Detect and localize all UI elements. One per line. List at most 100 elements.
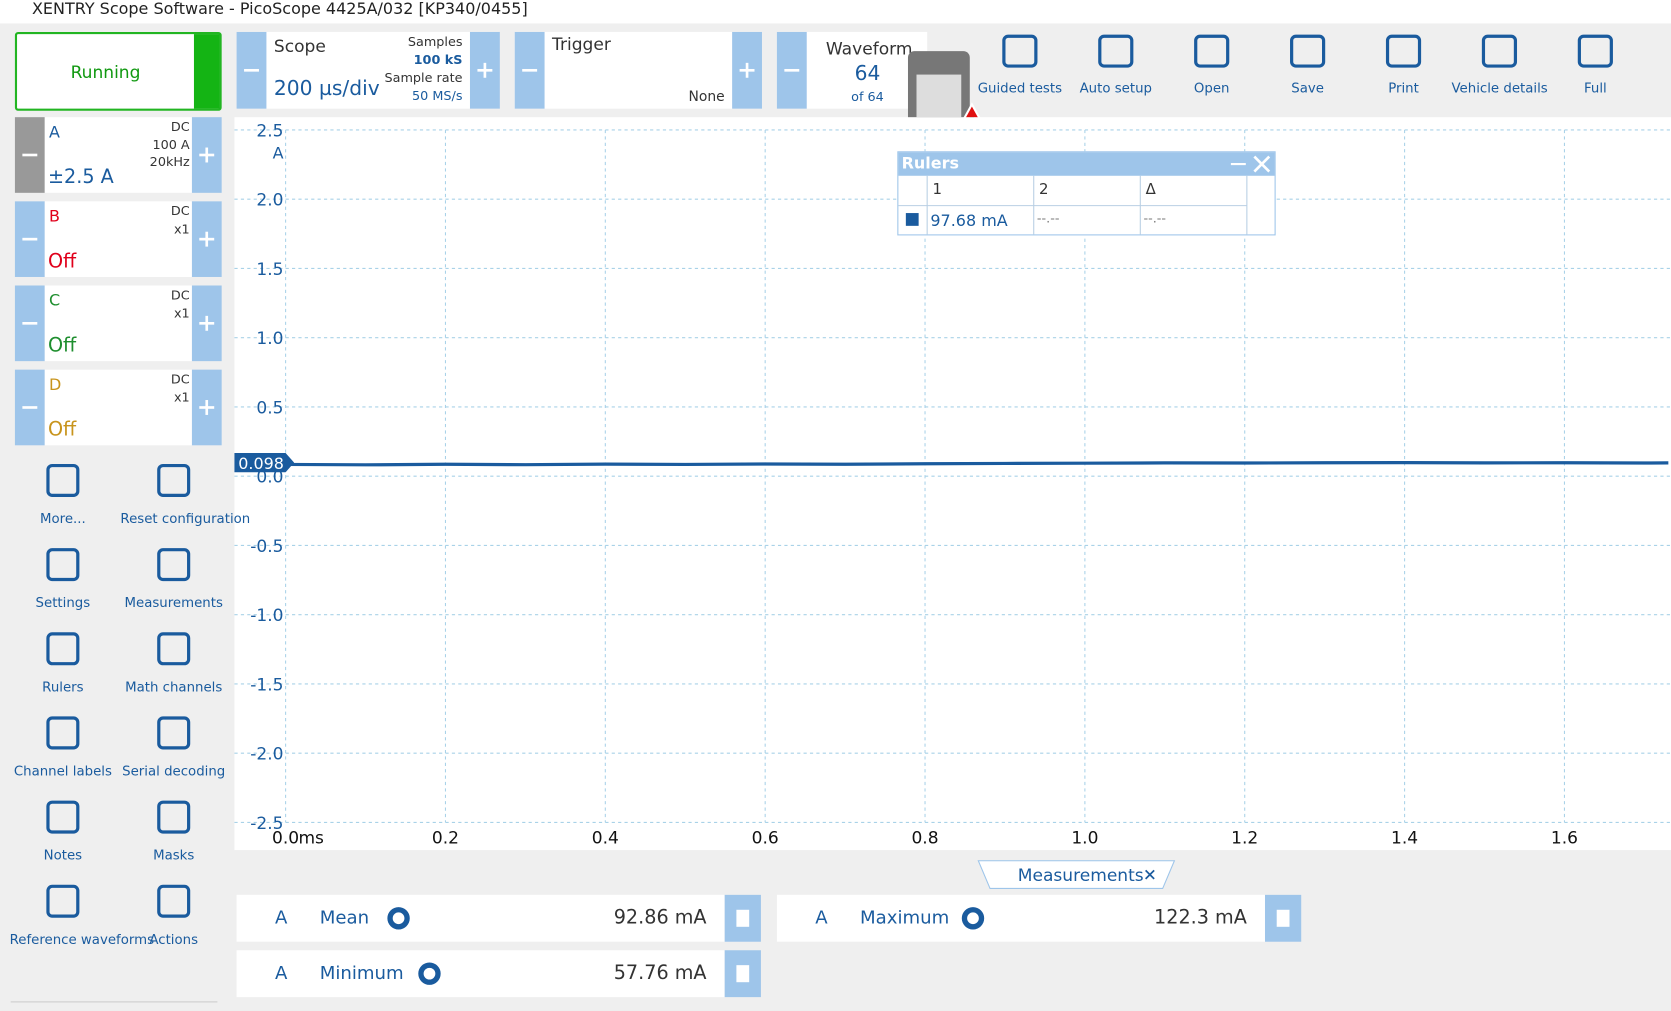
trigger-mode[interactable]: None	[688, 89, 725, 106]
menu-icon[interactable]	[46, 884, 80, 918]
menu-label[interactable]: Serial decoding	[122, 762, 226, 779]
toolbar-button-label[interactable]: Open	[1193, 79, 1230, 96]
channel-name[interactable]: B	[49, 206, 60, 226]
scope-panel: Scope 200 µs/div Samples 100 kS Sample r…	[236, 31, 499, 109]
channel-range[interactable]: Off	[47, 418, 77, 442]
run-button[interactable]: Running	[14, 31, 222, 111]
tab-label[interactable]: Measurements	[1017, 865, 1144, 886]
menu-icon[interactable]	[157, 463, 191, 497]
toolbar-icon[interactable]	[1577, 34, 1613, 68]
toolbar-button-label[interactable]: Print	[1388, 79, 1419, 96]
toolbar-icon[interactable]	[1481, 34, 1518, 68]
samples[interactable]: 100 kS	[413, 52, 463, 68]
timebase[interactable]: 200 µs/div	[273, 76, 380, 101]
close-button[interactable]	[1253, 155, 1271, 173]
menu-label[interactable]: Reference waveforms	[9, 931, 155, 948]
channel-coupling[interactable]: DC	[170, 371, 190, 387]
ruler-header: Δ	[1145, 181, 1156, 199]
level-marker-label: 0.098	[238, 454, 284, 473]
channel-name[interactable]: C	[49, 290, 61, 311]
toolbar-icon[interactable]	[1194, 34, 1230, 68]
device-icon	[916, 74, 962, 118]
menu-label[interactable]: Masks	[153, 846, 195, 863]
toolbar-button-label[interactable]: Auto setup	[1079, 79, 1153, 96]
toolbar-button-label[interactable]: Guided tests	[977, 79, 1063, 96]
x-tick-label: 0.0	[272, 829, 299, 849]
menu-icon[interactable]	[46, 548, 80, 582]
toolbar-button-label[interactable]: Full	[1583, 79, 1607, 96]
measurement-row	[236, 950, 725, 998]
menu-icon[interactable]	[157, 548, 191, 582]
channel-filter[interactable]: 20kHz	[149, 154, 190, 170]
menu-icon[interactable]	[157, 800, 191, 834]
measurement-value[interactable]: 92.86 mA	[613, 906, 707, 929]
rulers-title: Rulers	[901, 153, 959, 173]
menu-label[interactable]: Channel labels	[13, 762, 112, 779]
toolbar-button-label[interactable]: Vehicle details	[1451, 79, 1548, 96]
channel-coupling[interactable]: DC	[170, 119, 190, 135]
toolbar-icon[interactable]	[1290, 34, 1326, 68]
menu-icon[interactable]	[46, 800, 80, 834]
toolbar-icon[interactable]	[1002, 34, 1038, 68]
graphic	[14, 31, 1613, 998]
settings-icon[interactable]	[418, 962, 441, 985]
waveform-label: Waveform	[825, 38, 913, 59]
waveform-current[interactable]: 64	[854, 61, 881, 86]
menu-icon[interactable]	[157, 632, 191, 666]
channel-coupling[interactable]: DC	[170, 203, 190, 219]
channel-range[interactable]: ±2.5 A	[47, 166, 114, 189]
channel-probe[interactable]: x1	[173, 221, 190, 237]
rate: 50 MS/s	[412, 88, 463, 104]
samples-label: Samples	[407, 34, 463, 50]
measurement-channel[interactable]: A	[274, 907, 288, 929]
y-tick-label: 1.5	[256, 260, 283, 280]
measurements-tab[interactable]	[0, 0, 1176, 889]
channel-probe[interactable]: x1	[173, 389, 190, 405]
title-bar: XENTRY Scope Software - PicoScope 4425A/…	[0, 0, 1671, 24]
measurement-name[interactable]: Maximum	[860, 907, 950, 929]
y-tick-label: 1.0	[256, 329, 283, 349]
measurement-row	[236, 894, 725, 942]
tab-close[interactable]	[1145, 869, 1155, 880]
toolbar-button-label[interactable]: Save	[1291, 79, 1324, 96]
menu-label[interactable]: Notes	[43, 846, 83, 863]
channel-probe[interactable]: 100 A	[152, 137, 190, 153]
menu-label[interactable]: Settings	[35, 594, 91, 611]
delete-icon	[1276, 909, 1290, 927]
menu-icon[interactable]	[157, 884, 191, 918]
settings-icon[interactable]	[387, 907, 410, 930]
menu-label[interactable]: Rulers	[42, 678, 84, 695]
toolbar-icon[interactable]	[1098, 34, 1134, 68]
toolbar-icon[interactable]	[1385, 34, 1422, 68]
menu-label[interactable]: Measurements	[124, 594, 223, 611]
y-tick-label: 2.0	[256, 191, 283, 211]
channel-name[interactable]: A	[49, 122, 60, 142]
menu-label[interactable]: Math channels	[125, 678, 223, 695]
ruler-value: --.--	[1036, 210, 1060, 226]
channel-range[interactable]: Off	[47, 250, 77, 273]
settings-icon[interactable]	[961, 907, 985, 930]
measurement-name[interactable]: Mean	[319, 907, 370, 929]
menu-icon[interactable]	[46, 632, 80, 666]
x-tick-label: 0.2	[432, 829, 459, 849]
menu-label[interactable]: Reset configuration	[120, 510, 251, 527]
menu-icon[interactable]	[46, 463, 80, 497]
measurement-value[interactable]: 122.3 mA	[1154, 906, 1247, 929]
channel-name[interactable]: D	[49, 374, 62, 395]
measurement-value[interactable]: 57.76 mA	[613, 961, 707, 985]
window-title: XENTRY Scope Software - PicoScope 4425A/…	[31, 0, 528, 19]
measurement-name[interactable]: Minimum	[319, 963, 404, 985]
channel-probe[interactable]: x1	[173, 305, 190, 321]
rulers-grid	[898, 175, 1248, 235]
channel-range[interactable]: Off	[47, 334, 77, 357]
menu-label[interactable]: Actions	[149, 931, 199, 948]
measurement-channel[interactable]: A	[815, 907, 828, 929]
menu-label[interactable]: More...	[39, 510, 86, 527]
separator	[10, 1001, 218, 1003]
y-tick-label: 2.5	[256, 121, 283, 141]
menu-icon[interactable]	[157, 716, 191, 750]
delete-icon	[736, 965, 750, 983]
menu-icon[interactable]	[46, 716, 80, 750]
measurement-channel[interactable]: A	[274, 963, 288, 985]
channel-coupling[interactable]: DC	[170, 287, 190, 303]
